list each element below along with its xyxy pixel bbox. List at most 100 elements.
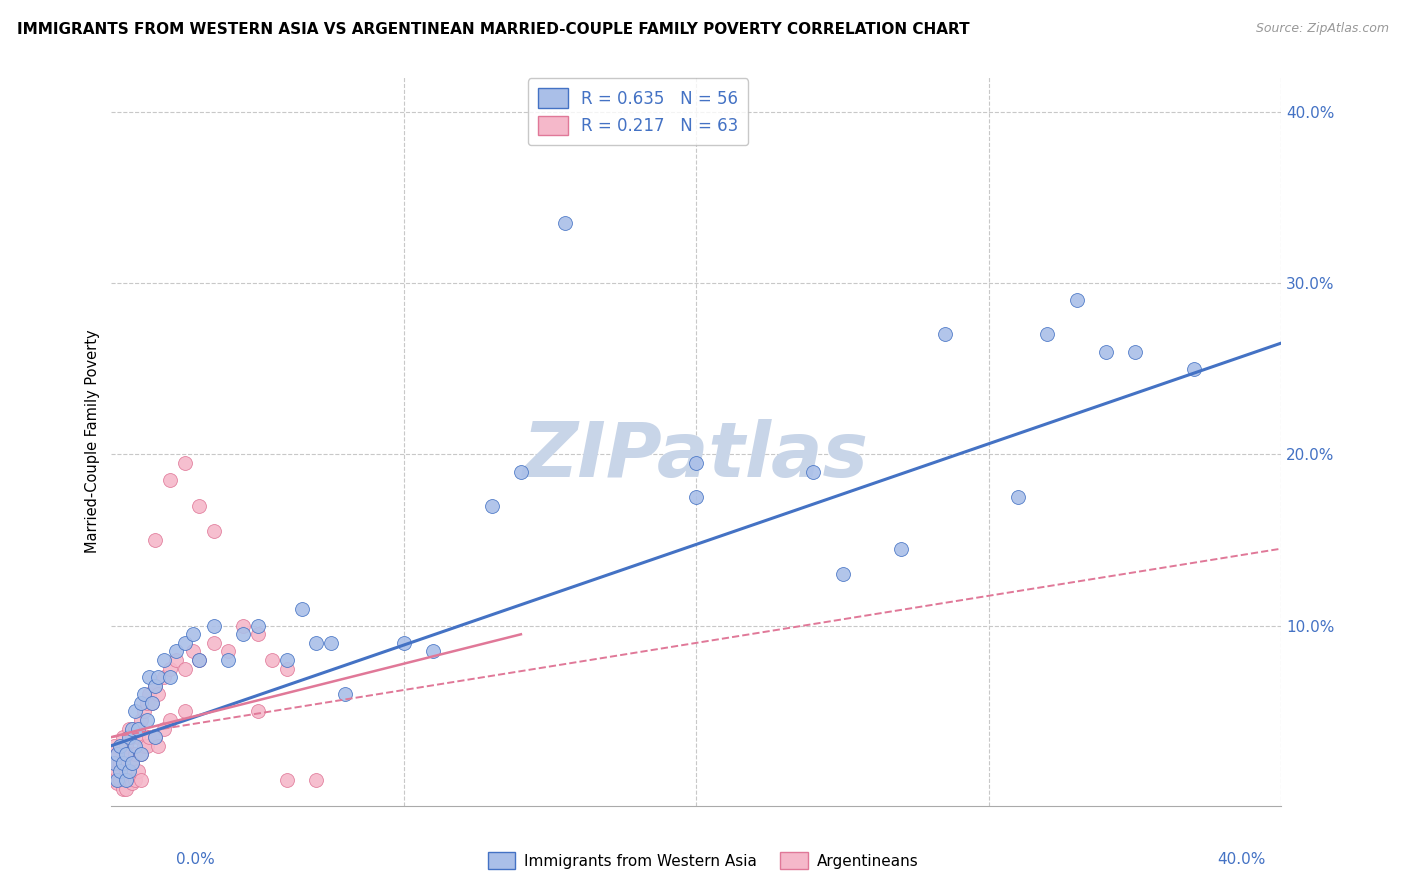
Point xyxy=(153,670,176,684)
Point xyxy=(181,644,204,658)
Point xyxy=(124,705,146,719)
Point xyxy=(138,687,160,701)
Point xyxy=(112,756,135,770)
Point xyxy=(803,465,825,479)
Point xyxy=(105,747,128,762)
Point xyxy=(481,499,503,513)
Point xyxy=(217,653,239,667)
Point xyxy=(124,722,146,736)
Point xyxy=(392,636,415,650)
Point xyxy=(129,747,152,762)
Point xyxy=(165,653,187,667)
Point xyxy=(138,730,160,744)
Point xyxy=(124,739,146,753)
Point xyxy=(165,644,187,658)
Point xyxy=(509,465,531,479)
Point xyxy=(159,662,181,676)
Point xyxy=(118,747,141,762)
Text: 0.0%: 0.0% xyxy=(176,852,215,867)
Point xyxy=(276,662,298,676)
Point xyxy=(127,722,149,736)
Point xyxy=(934,327,956,342)
Point xyxy=(118,730,141,744)
Point xyxy=(103,756,125,770)
Point xyxy=(118,772,141,787)
Point xyxy=(319,636,342,650)
Point xyxy=(129,696,152,710)
Point xyxy=(159,713,181,727)
Text: Source: ZipAtlas.com: Source: ZipAtlas.com xyxy=(1256,22,1389,36)
Point xyxy=(115,764,138,779)
Point xyxy=(132,739,155,753)
Point xyxy=(108,756,131,770)
Legend: Immigrants from Western Asia, Argentineans: Immigrants from Western Asia, Argentinea… xyxy=(481,846,925,875)
Point xyxy=(121,776,143,790)
Point xyxy=(103,756,125,770)
Point xyxy=(138,670,160,684)
Point xyxy=(143,679,166,693)
Point xyxy=(1036,327,1059,342)
Point xyxy=(685,490,707,504)
Legend: R = 0.635   N = 56, R = 0.217   N = 63: R = 0.635 N = 56, R = 0.217 N = 63 xyxy=(527,78,748,145)
Point xyxy=(115,747,138,762)
Point xyxy=(685,456,707,470)
Point xyxy=(290,601,312,615)
Point xyxy=(173,456,195,470)
Point xyxy=(141,696,163,710)
Point xyxy=(112,781,135,796)
Point xyxy=(135,696,157,710)
Point xyxy=(132,687,155,701)
Point xyxy=(1066,293,1088,308)
Point xyxy=(173,636,195,650)
Point xyxy=(121,756,143,770)
Point xyxy=(115,781,138,796)
Point xyxy=(112,756,135,770)
Point xyxy=(108,764,131,779)
Text: ZIPatlas: ZIPatlas xyxy=(523,419,869,493)
Point xyxy=(105,764,128,779)
Point xyxy=(159,473,181,487)
Point xyxy=(121,730,143,744)
Point xyxy=(132,705,155,719)
Point xyxy=(305,772,328,787)
Point xyxy=(1123,344,1146,359)
Point xyxy=(135,739,157,753)
Point xyxy=(276,772,298,787)
Point xyxy=(148,670,170,684)
Point xyxy=(115,739,138,753)
Point xyxy=(112,730,135,744)
Point xyxy=(1007,490,1029,504)
Point xyxy=(118,722,141,736)
Point xyxy=(1095,344,1118,359)
Point xyxy=(127,730,149,744)
Point xyxy=(105,776,128,790)
Point xyxy=(890,541,912,556)
Point xyxy=(127,764,149,779)
Point xyxy=(173,662,195,676)
Point xyxy=(202,636,225,650)
Point xyxy=(105,772,128,787)
Point xyxy=(153,653,176,667)
Point xyxy=(188,653,211,667)
Point xyxy=(181,627,204,641)
Point xyxy=(246,705,269,719)
Point xyxy=(143,730,166,744)
Text: IMMIGRANTS FROM WESTERN ASIA VS ARGENTINEAN MARRIED-COUPLE FAMILY POVERTY CORREL: IMMIGRANTS FROM WESTERN ASIA VS ARGENTIN… xyxy=(17,22,970,37)
Point xyxy=(173,705,195,719)
Point xyxy=(148,739,170,753)
Point xyxy=(262,653,284,667)
Point xyxy=(141,696,163,710)
Point xyxy=(108,772,131,787)
Point xyxy=(108,739,131,753)
Point xyxy=(108,739,131,753)
Point xyxy=(217,644,239,658)
Point xyxy=(103,739,125,753)
Point xyxy=(143,533,166,547)
Point xyxy=(153,722,176,736)
Point xyxy=(121,756,143,770)
Y-axis label: Married-Couple Family Poverty: Married-Couple Family Poverty xyxy=(86,330,100,553)
Point xyxy=(148,687,170,701)
Point xyxy=(831,567,853,582)
Point xyxy=(159,670,181,684)
Point xyxy=(124,772,146,787)
